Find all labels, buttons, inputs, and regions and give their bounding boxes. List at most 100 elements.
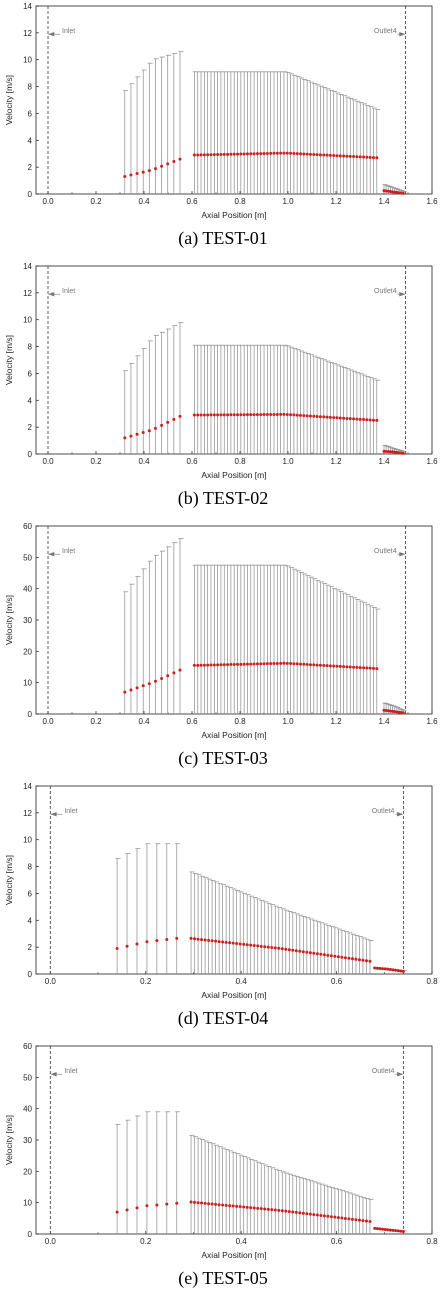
mean-point	[329, 1215, 333, 1219]
mean-point	[332, 664, 336, 668]
y-tick-label: 10	[23, 836, 32, 845]
mean-point	[295, 413, 299, 417]
y-axis-title: Velocity [m/s]	[4, 75, 14, 125]
mean-point	[209, 153, 213, 157]
mean-point	[354, 957, 358, 961]
outlet-arrow-icon	[395, 811, 404, 817]
mean-point	[266, 1207, 270, 1211]
mean-point	[319, 952, 323, 956]
mean-point	[203, 938, 207, 942]
mean-point	[216, 413, 220, 417]
mean-point	[115, 1210, 119, 1214]
mean-point	[371, 156, 375, 160]
mean-point	[322, 663, 326, 667]
outlet-arrow-icon	[397, 291, 406, 297]
y-tick-label: 14	[23, 262, 32, 271]
mean-point	[287, 948, 291, 952]
mean-point	[335, 664, 339, 668]
mean-point	[178, 157, 182, 161]
outlet-arrow-icon	[397, 31, 406, 37]
x-axis-title: Axial Position [m]	[201, 990, 266, 1000]
mean-point	[325, 415, 329, 419]
mean-point	[319, 1213, 323, 1217]
mean-point	[255, 662, 259, 666]
mean-point	[312, 152, 316, 156]
y-tick-label: 0	[28, 970, 33, 979]
mean-point	[273, 1208, 277, 1212]
mean-point	[291, 1210, 295, 1214]
mean-point	[364, 959, 368, 963]
mean-point	[312, 951, 316, 955]
mean-point	[273, 946, 277, 950]
mean-point	[318, 663, 322, 667]
mean-point	[386, 1228, 390, 1232]
mean-point	[375, 156, 379, 160]
mean-point	[336, 1216, 340, 1220]
y-tick-label: 30	[23, 1136, 32, 1145]
x-tick-label: 0.6	[186, 197, 198, 206]
mean-point	[312, 663, 316, 667]
mean-point	[272, 412, 276, 416]
mean-point	[345, 154, 349, 158]
mean-point	[192, 413, 196, 417]
mean-point	[340, 1216, 344, 1220]
mean-point	[338, 664, 342, 668]
mean-point	[298, 949, 302, 953]
mean-point	[165, 938, 169, 942]
mean-point	[262, 413, 266, 417]
mean-point	[375, 418, 379, 422]
mean-point	[368, 418, 372, 422]
x-tick-label: 0.2	[90, 717, 102, 726]
y-tick-label: 30	[23, 616, 32, 625]
mean-point	[216, 153, 220, 157]
mean-point	[203, 1201, 207, 1205]
x-tick-label: 0.4	[138, 457, 150, 466]
y-tick-label: 6	[28, 889, 33, 898]
mean-point	[141, 684, 145, 688]
x-tick-label: 0.4	[138, 197, 150, 206]
mean-point	[342, 665, 346, 669]
mean-point	[357, 958, 361, 962]
mean-point	[259, 944, 263, 948]
mean-point	[202, 413, 206, 417]
mean-point	[312, 414, 316, 418]
mean-point	[212, 663, 216, 667]
mean-point	[401, 1229, 405, 1233]
chart-panel: 0.0 0.2 0.4 0.6 0.8 1.0 1.2 1.4 1.6 0 2 4 6 8 10 12 14 Ax…	[0, 0, 446, 260]
mean-point	[216, 663, 220, 667]
inlet-label: Inlet	[64, 1068, 77, 1075]
mean-point	[265, 413, 269, 417]
mean-point	[202, 153, 206, 157]
mean-point	[226, 413, 230, 417]
mean-point	[289, 151, 293, 155]
mean-point	[275, 661, 279, 665]
mean-point	[265, 662, 269, 666]
mean-point	[322, 1214, 326, 1218]
mean-point	[282, 661, 286, 665]
mean-point	[145, 1204, 149, 1208]
mean-point	[279, 151, 283, 155]
mean-point	[123, 690, 127, 694]
x-tick-label: 1.0	[282, 457, 294, 466]
chart-panel: 0.0 0.2 0.4 0.6 0.8 1.0 1.2 1.4 1.6 0 2 4 6 8 10 12 14 Ax…	[0, 260, 446, 520]
x-tick-label: 1.2	[330, 197, 342, 206]
mean-point	[291, 948, 295, 952]
mean-point	[292, 413, 296, 417]
mean-point	[333, 954, 337, 958]
velocity-chart: 0.0 0.2 0.4 0.6 0.8 1.0 1.2 1.4 1.6 0 2 4 6 8 10 12 14 Ax…	[4, 2, 438, 220]
mean-point	[238, 942, 242, 946]
x-tick-label: 1.2	[330, 457, 342, 466]
x-tick-label: 0.6	[331, 1237, 343, 1246]
mean-point	[396, 1229, 400, 1233]
mean-point	[358, 155, 362, 159]
mean-point	[328, 153, 332, 157]
mean-point	[153, 679, 157, 683]
mean-point	[229, 413, 233, 417]
mean-point	[172, 417, 176, 421]
mean-point	[207, 1202, 211, 1206]
mean-point	[315, 663, 319, 667]
mean-point	[135, 686, 139, 690]
mean-point	[222, 152, 226, 156]
mean-point	[305, 950, 309, 954]
mean-point	[355, 665, 359, 669]
